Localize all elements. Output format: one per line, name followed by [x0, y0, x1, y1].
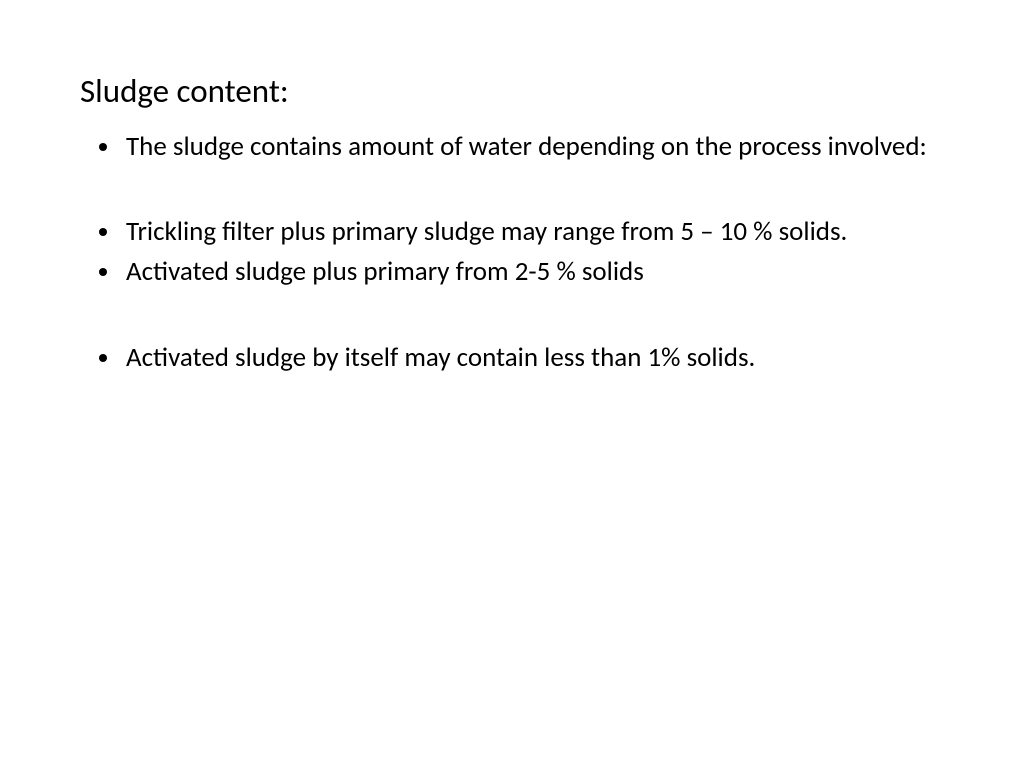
- slide: Sludge content: The sludge contains amou…: [0, 0, 1024, 768]
- bullet-item: Activated sludge by itself may contain l…: [122, 341, 944, 375]
- bullet-gap: [122, 295, 944, 335]
- bullet-gap: [122, 169, 944, 209]
- bullet-item: The sludge contains amount of water depe…: [122, 130, 944, 164]
- bullet-item: Activated sludge plus primary from 2-5 %…: [122, 255, 944, 289]
- slide-title: Sludge content:: [80, 72, 944, 112]
- bullet-list: The sludge contains amount of water depe…: [80, 130, 944, 375]
- bullet-item: Trickling filter plus primary sludge may…: [122, 215, 944, 249]
